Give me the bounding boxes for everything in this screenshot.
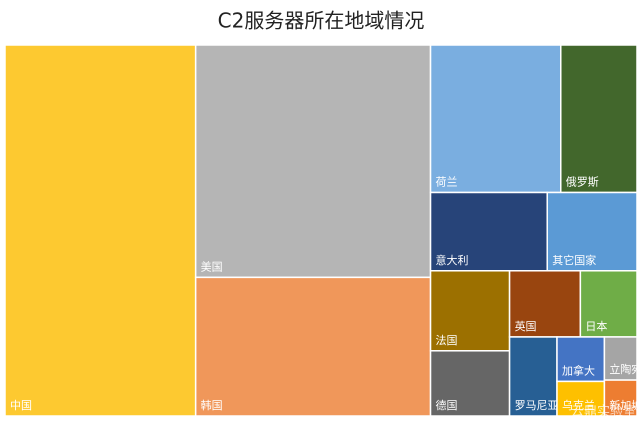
tile (194, 44, 432, 279)
tile-label: 日本 (585, 319, 607, 333)
chart-title: C2服务器所在地域情况 (218, 9, 425, 33)
tile-label: 立陶宛 (609, 362, 642, 376)
tile (429, 44, 562, 194)
tile (560, 44, 638, 194)
tile-label: 意大利 (436, 253, 469, 267)
tile (508, 336, 558, 417)
tile-label: 俄罗斯 (566, 175, 599, 188)
tile-label: 荷兰 (436, 175, 458, 188)
tile-label: 法国 (436, 333, 458, 347)
tile (4, 44, 197, 417)
tile-label: 新加坡 (609, 398, 642, 412)
tile-label: 乌克兰 (562, 398, 595, 412)
tile (556, 380, 606, 417)
tile-label: 罗马尼亚 (515, 399, 559, 412)
tile-label: 其它国家 (552, 253, 596, 267)
tile-label: 美国 (201, 260, 223, 273)
tile (579, 270, 638, 338)
tile (546, 191, 638, 272)
tile-label: 英国 (515, 319, 537, 333)
tile (194, 276, 432, 417)
tile-label: 加拿大 (562, 363, 595, 377)
tile-label: 中国 (10, 399, 32, 412)
watermark: 云鼎实验室 (571, 404, 636, 420)
tile-label: 德国 (436, 398, 458, 412)
tile (603, 379, 638, 417)
tile (429, 270, 511, 352)
tile (429, 191, 548, 272)
tile (556, 336, 606, 383)
tile-label: 韩国 (201, 398, 223, 412)
